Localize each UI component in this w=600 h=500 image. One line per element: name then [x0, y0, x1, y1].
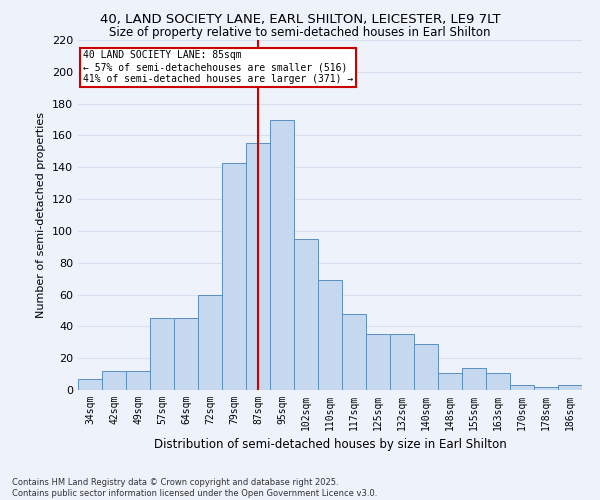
Bar	[486, 372, 510, 390]
Text: 40 LAND SOCIETY LANE: 85sqm
← 57% of semi-detachehouses are smaller (516)
41% of: 40 LAND SOCIETY LANE: 85sqm ← 57% of sem…	[83, 50, 353, 84]
Text: Size of property relative to semi-detached houses in Earl Shilton: Size of property relative to semi-detach…	[109, 26, 491, 39]
Bar	[198, 294, 222, 390]
Bar	[318, 280, 342, 390]
Bar	[174, 318, 198, 390]
Bar	[270, 120, 294, 390]
Bar	[510, 385, 534, 390]
Bar	[534, 387, 558, 390]
Bar	[294, 239, 318, 390]
Text: 40, LAND SOCIETY LANE, EARL SHILTON, LEICESTER, LE9 7LT: 40, LAND SOCIETY LANE, EARL SHILTON, LEI…	[100, 12, 500, 26]
Bar	[126, 371, 150, 390]
Y-axis label: Number of semi-detached properties: Number of semi-detached properties	[37, 112, 46, 318]
Bar	[462, 368, 486, 390]
Bar	[150, 318, 174, 390]
Bar	[438, 372, 462, 390]
Bar	[246, 144, 270, 390]
Bar	[78, 379, 102, 390]
Bar	[342, 314, 366, 390]
Text: Contains HM Land Registry data © Crown copyright and database right 2025.
Contai: Contains HM Land Registry data © Crown c…	[12, 478, 377, 498]
Bar	[366, 334, 390, 390]
Bar	[390, 334, 414, 390]
Bar	[414, 344, 438, 390]
Bar	[102, 371, 126, 390]
Bar	[558, 385, 582, 390]
X-axis label: Distribution of semi-detached houses by size in Earl Shilton: Distribution of semi-detached houses by …	[154, 438, 506, 452]
Bar	[222, 162, 246, 390]
